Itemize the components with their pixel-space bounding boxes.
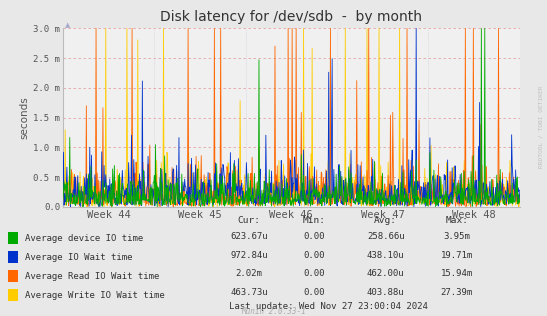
Text: Average IO Wait time: Average IO Wait time <box>25 253 132 262</box>
Y-axis label: seconds: seconds <box>19 96 29 139</box>
Text: Munin 2.0.33-1: Munin 2.0.33-1 <box>241 307 306 316</box>
Text: Average device IO time: Average device IO time <box>25 234 143 243</box>
Text: Last update: Wed Nov 27 23:00:04 2024: Last update: Wed Nov 27 23:00:04 2024 <box>229 302 428 311</box>
Text: Average Read IO Wait time: Average Read IO Wait time <box>25 272 159 281</box>
Text: Average Write IO Wait time: Average Write IO Wait time <box>25 291 164 300</box>
Text: 0.00: 0.00 <box>304 232 325 240</box>
Text: 2.02m: 2.02m <box>235 270 263 278</box>
Text: 3.95m: 3.95m <box>443 232 470 240</box>
Text: 0.00: 0.00 <box>304 289 325 297</box>
Text: 972.84u: 972.84u <box>230 251 267 259</box>
Text: Avg:: Avg: <box>374 216 397 225</box>
Text: 462.00u: 462.00u <box>367 270 404 278</box>
Title: Disk latency for /dev/sdb  -  by month: Disk latency for /dev/sdb - by month <box>160 10 422 25</box>
Text: RRDTOOL / TOBI OETIKER: RRDTOOL / TOBI OETIKER <box>538 85 543 168</box>
Text: 0.00: 0.00 <box>304 270 325 278</box>
Text: 19.71m: 19.71m <box>441 251 473 259</box>
Text: 15.94m: 15.94m <box>441 270 473 278</box>
Text: Min:: Min: <box>303 216 326 225</box>
Text: 258.66u: 258.66u <box>367 232 404 240</box>
Text: ▲: ▲ <box>65 22 71 28</box>
Text: 0.00: 0.00 <box>304 251 325 259</box>
Text: Max:: Max: <box>445 216 468 225</box>
Text: 27.39m: 27.39m <box>441 289 473 297</box>
Text: 463.73u: 463.73u <box>230 289 267 297</box>
Text: 438.10u: 438.10u <box>367 251 404 259</box>
Text: Cur:: Cur: <box>237 216 260 225</box>
Text: 403.88u: 403.88u <box>367 289 404 297</box>
Text: 623.67u: 623.67u <box>230 232 267 240</box>
